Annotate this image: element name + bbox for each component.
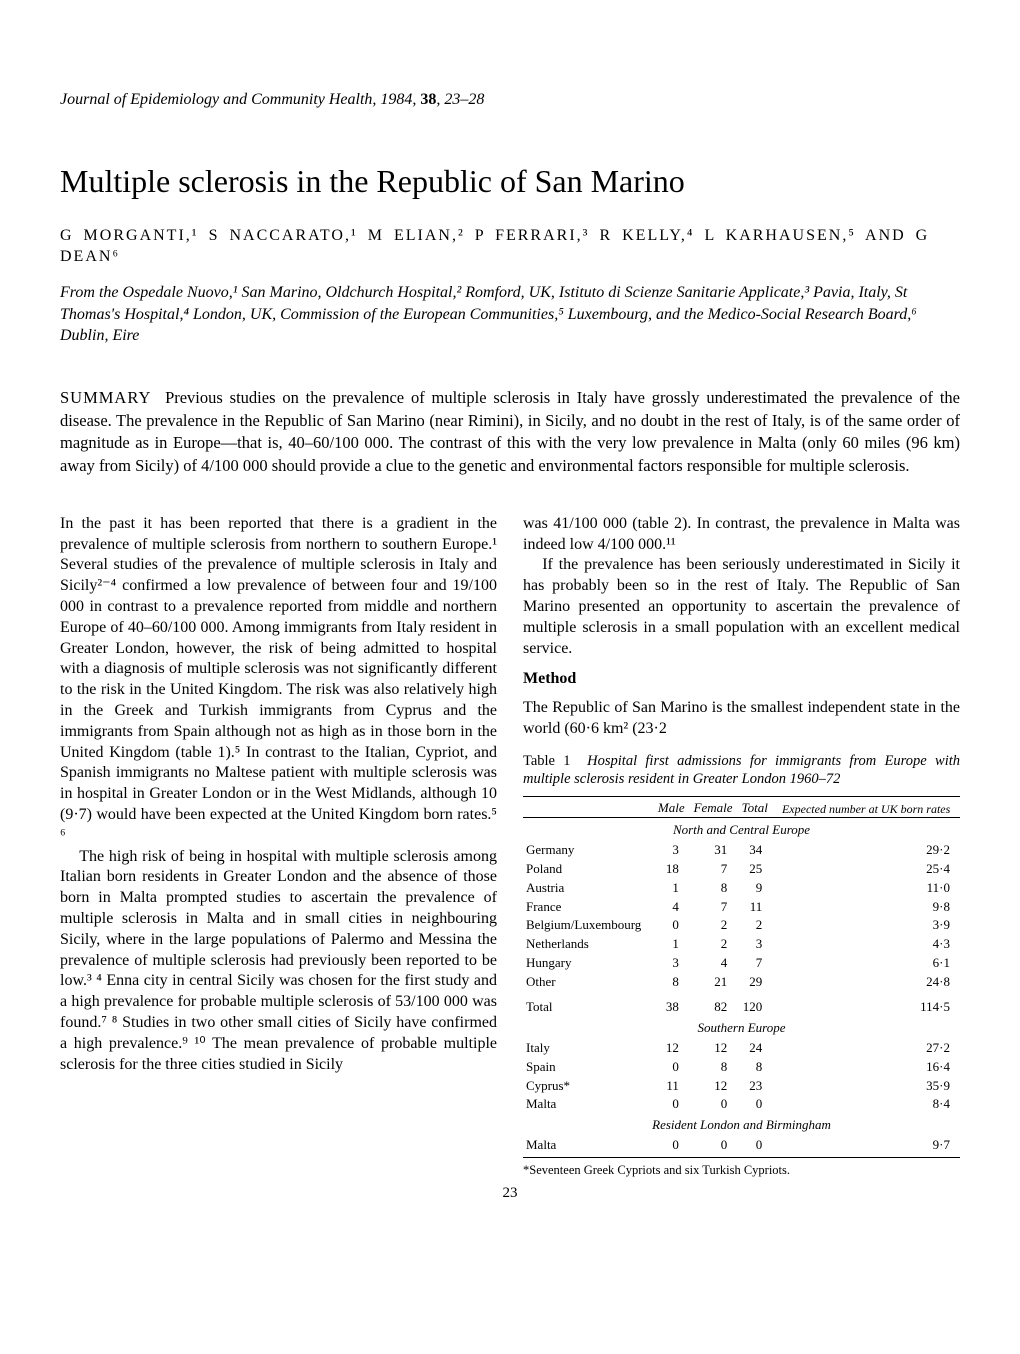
body-para: The high risk of being in hospital with …	[60, 847, 497, 1076]
affiliations: From the Ospedale Nuovo,¹ San Marino, Ol…	[60, 282, 960, 347]
journal-header: Journal of Epidemiology and Community He…	[60, 90, 960, 111]
method-heading: Method	[523, 669, 960, 690]
table1-caption: Table 1 Hospital first admissions for im…	[523, 752, 960, 788]
summary-text: Previous studies on the prevalence of mu…	[60, 388, 960, 475]
table-caption-text: Hospital first admissions for immigrants…	[523, 753, 960, 787]
table-number: Table 1	[523, 753, 571, 769]
body-para: The Republic of San Marino is the smalle…	[523, 698, 960, 740]
two-column-body: In the past it has been reported that th…	[60, 514, 960, 1178]
body-para: If the prevalence has been seriously und…	[523, 555, 960, 659]
summary-label: SUMMARY	[60, 388, 151, 407]
page-number: 23	[60, 1184, 960, 1204]
body-para: In the past it has been reported that th…	[60, 514, 497, 847]
journal-year: 1984	[380, 91, 412, 108]
right-column: was 41/100 000 (table 2). In contrast, t…	[523, 514, 960, 1178]
journal-name: Journal of Epidemiology and Community He…	[60, 91, 372, 108]
left-column: In the past it has been reported that th…	[60, 514, 497, 1178]
summary-block: SUMMARY Previous studies on the prevalen…	[60, 387, 960, 478]
journal-pages: 23–28	[444, 91, 484, 108]
journal-volume: 38	[420, 91, 436, 108]
body-para: was 41/100 000 (table 2). In contrast, t…	[523, 514, 960, 556]
authors-list: G MORGANTI,¹ S NACCARATO,¹ M ELIAN,² P F…	[60, 226, 960, 268]
table1-footnote: *Seventeen Greek Cypriots and six Turkis…	[523, 1162, 960, 1178]
article-title: Multiple sclerosis in the Republic of Sa…	[60, 161, 960, 203]
table1: MaleFemaleTotalExpected number at UK bor…	[523, 796, 960, 1158]
